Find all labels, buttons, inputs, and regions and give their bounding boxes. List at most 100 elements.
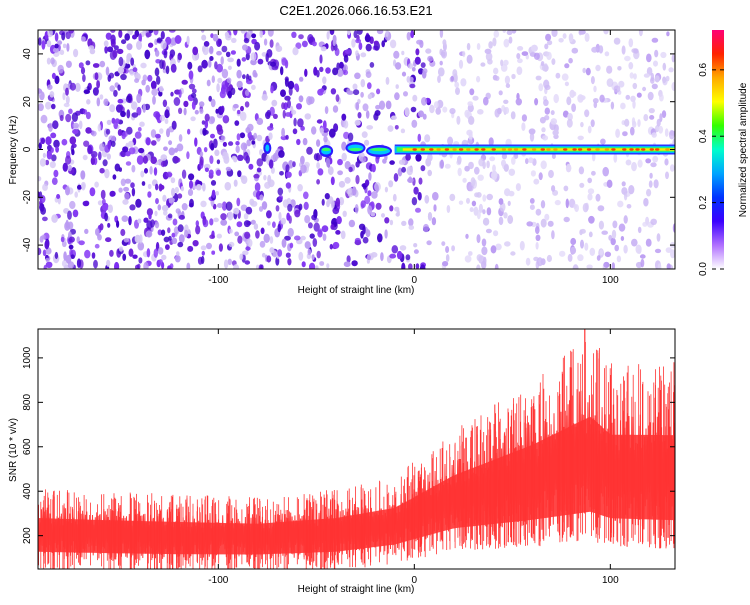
spectrogram-cell: [126, 126, 133, 135]
spectrogram-cell: [153, 30, 159, 36]
spectrogram-cell: [410, 30, 415, 39]
spectrogram-cell: [54, 32, 59, 42]
spectrogram-cell: [80, 181, 86, 190]
spectrogram-cell: [156, 37, 163, 43]
spectrogram-cell: [297, 118, 304, 128]
spectrogram-cell: [645, 216, 650, 225]
spectrogram-cell: [304, 241, 311, 249]
spectrogram-cell: [208, 169, 214, 177]
spectrogram-cell: [646, 53, 652, 63]
spectrogram-cell: [187, 61, 193, 70]
spectrogram-cell: [281, 127, 285, 138]
spectrogram-cell: [408, 225, 415, 230]
spectrogram-cell: [493, 30, 500, 38]
spectrogram-cell: [82, 74, 86, 83]
spectrogram-cell: [202, 182, 206, 192]
spectrogram-cell: [646, 188, 652, 197]
spectrogram-cell: [306, 96, 313, 106]
spectrogram-cell: [45, 257, 49, 263]
spectrogram-cell: [141, 79, 146, 86]
spectrogram-cell: [244, 231, 251, 239]
ridge-peak: [491, 148, 496, 151]
spectrogram-cell: [259, 194, 264, 201]
spectrogram-cell: [270, 61, 276, 67]
spectrogram-cell: [421, 70, 427, 79]
spectrogram-cell: [354, 72, 361, 80]
spectrogram-cell: [84, 249, 91, 259]
spectrogram-cell: [187, 128, 191, 135]
spectrogram-cell: [292, 128, 298, 135]
spectrogram-cell: [468, 131, 473, 141]
spectrogram-cell: [367, 82, 372, 90]
spectrogram-cell: [50, 132, 57, 139]
spectrogram-cell: [291, 109, 297, 115]
spectrogram-cell: [76, 258, 82, 269]
spectrogram-cell: [167, 213, 173, 219]
spectrogram-cell: [666, 31, 670, 37]
spectrogram-cell: [150, 156, 157, 164]
spectrogram-cell: [170, 91, 174, 97]
spectrogram-cell: [163, 210, 168, 216]
spectrogram-cell: [134, 78, 140, 83]
spectrogram-cell: [482, 160, 486, 170]
spectrogram-cell: [480, 62, 486, 67]
spectrogram-cell: [611, 229, 617, 239]
spectrogram-cell: [173, 147, 179, 153]
spectrogram-cell: [102, 159, 108, 167]
spectrogram-cell: [278, 195, 284, 201]
colorbar-gradient: [712, 30, 724, 269]
colorbar: 0.0 0.2 0.4 0.6 Normalized spectral amplitu…: [698, 30, 749, 276]
spectrogram-cell: [485, 52, 493, 61]
spectrogram-cell: [637, 226, 642, 234]
spectrogram-cell: [419, 264, 426, 269]
spectrogram-cell: [508, 36, 513, 44]
ridge-peak: [452, 148, 457, 151]
spectrogram-cell: [164, 109, 170, 119]
spectrogram-cell: [366, 125, 374, 130]
spectrogram-cell: [181, 169, 187, 179]
spectrogram-cell: [52, 120, 59, 130]
spectrogram-cell: [265, 154, 270, 164]
spectrogram-cell: [240, 204, 248, 211]
spectrogram-cell: [347, 30, 351, 36]
spectrogram-cell: [303, 191, 309, 200]
spectrogram-cell: [68, 244, 74, 250]
spectrogram-cell: [539, 116, 546, 124]
spectrogram-cell: [562, 33, 567, 39]
spectrogram-cell: [356, 30, 363, 35]
spectrogram-cell: [71, 143, 77, 149]
spectrogram-cell: [517, 46, 524, 51]
spectrogram-cell: [304, 113, 312, 120]
spectrogram-cell: [355, 161, 360, 168]
spectrogram-cell: [346, 88, 351, 94]
spectrogram-cell: [322, 233, 327, 241]
spectrogram-cell: [457, 167, 462, 177]
spectrogram-cell: [260, 227, 265, 235]
spectrogram-cell: [494, 108, 500, 118]
spectrogram-cell: [302, 137, 308, 146]
ridge-peak: [481, 148, 486, 151]
spectrogram-cell: [477, 174, 484, 181]
spectrogram-cell: [157, 229, 163, 236]
spectrogram-cell: [613, 37, 621, 45]
spectrogram-cell: [286, 212, 291, 221]
spectrogram-cell: [329, 243, 333, 250]
spectrogram-cell: [220, 105, 225, 114]
spectrogram-cell: [311, 254, 315, 260]
spectrogram-cell: [230, 87, 236, 96]
spectrogram-cell: [341, 113, 347, 121]
spectrogram-cell: [468, 161, 474, 170]
spectrogram-cell: [616, 255, 622, 263]
spectrogram-cell: [460, 78, 467, 87]
spectrogram-cell: [464, 255, 472, 263]
spectrogram-cell: [162, 194, 167, 202]
spectrogram-cell: [204, 113, 210, 122]
spectrogram-cell: [517, 58, 523, 64]
spectrogram-cell: [511, 73, 516, 80]
spectrogram-cell: [385, 76, 390, 85]
spectrogram-cell: [239, 111, 247, 122]
spectrogram-cell: [194, 109, 199, 115]
spectrogram-cell: [255, 264, 260, 269]
spectrogram-cell: [294, 235, 301, 241]
spectrogram-cell: [458, 59, 464, 69]
